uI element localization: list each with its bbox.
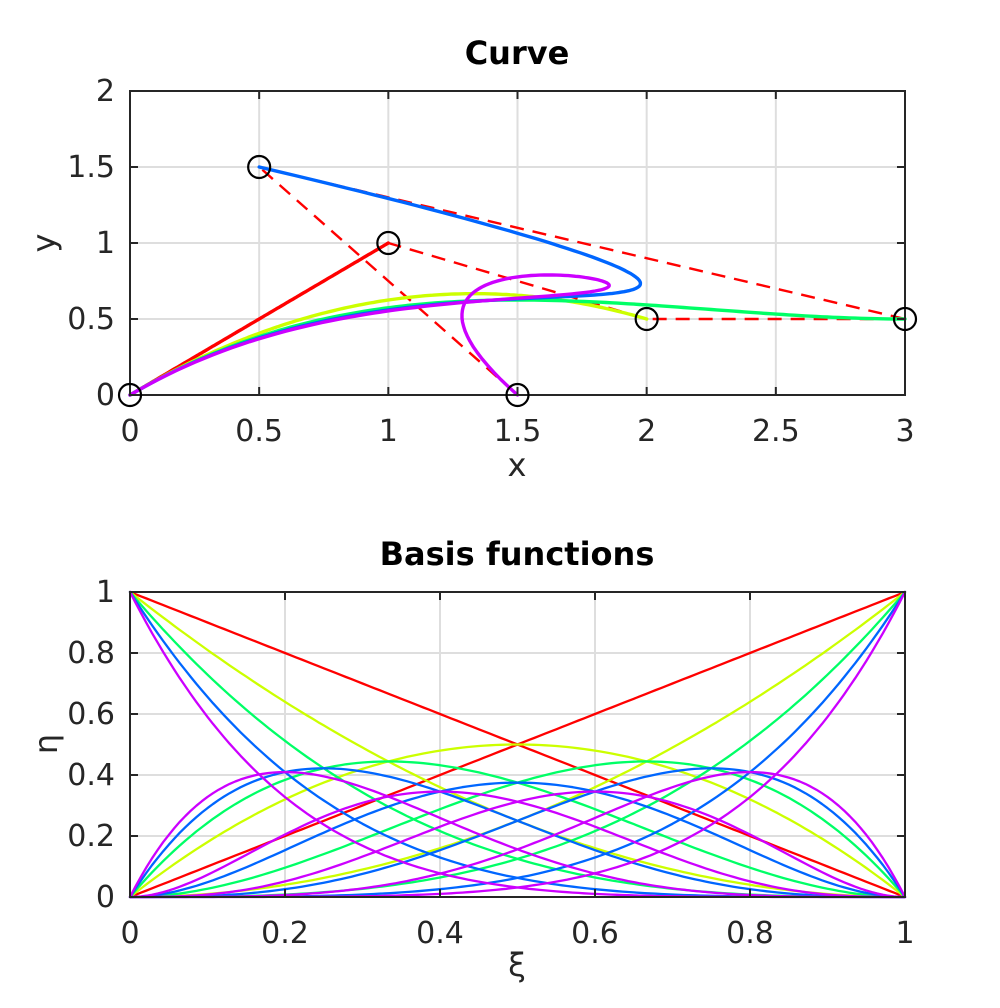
basis-chart-ylabel: η [27, 734, 65, 754]
x-tick-label: 0.5 [235, 414, 283, 449]
y-tick-label: 1 [96, 575, 115, 610]
x-tick-label: 3 [895, 414, 914, 449]
bernstein-basis-n5-i2 [128, 790, 907, 899]
y-tick-label: 0 [96, 378, 115, 413]
x-tick-label: 2.5 [752, 414, 800, 449]
basis-chart-xlabel: ξ [508, 946, 526, 984]
x-tick-label: 0 [120, 414, 139, 449]
x-tick-label: 1 [895, 916, 914, 951]
y-tick-label: 1 [96, 226, 115, 261]
basis-functions-chart: 0 0.2 0.4 0.6 0.8 1 0 0.2 0.4 0.6 0.8 1 [67, 575, 914, 951]
y-tick-label: 2 [96, 74, 115, 109]
y-tick-label: 0.4 [67, 758, 115, 793]
curve-chart-xlabel: x [508, 446, 527, 484]
curve-chart: 0 0.5 1 1.5 2 2.5 3 0 0.5 1 1.5 2 [67, 74, 918, 449]
control-point-marker [376, 230, 401, 256]
bernstein-basis-n2-i1 [128, 743, 907, 899]
control-point-marker [247, 154, 272, 180]
basis-chart-title: Basis functions [380, 535, 655, 573]
x-tick-label: 0 [120, 916, 139, 951]
control-point-marker [117, 382, 143, 408]
x-tick-label: 1.5 [494, 414, 542, 449]
x-tick-label: 0.6 [571, 916, 619, 951]
x-tick-label: 0.2 [261, 916, 309, 951]
y-tick-label: 1.5 [67, 150, 115, 185]
bernstein-basis-n4-i3 [128, 767, 907, 899]
curve-chart-title: Curve [465, 34, 570, 72]
y-tick-label: 0.6 [67, 697, 115, 732]
y-tick-label: 0.8 [67, 636, 115, 671]
axes-box [129, 591, 906, 898]
control-point-marker [505, 382, 530, 408]
x-tick-label: 2 [637, 414, 656, 449]
bernstein-basis-n5-i3 [128, 790, 907, 899]
bezier-curve-degree-5 [128, 273, 611, 397]
bernstein-basis-n4-i2 [128, 781, 907, 899]
x-tick-label: 0.4 [416, 916, 464, 951]
y-tick-label: 0.5 [67, 302, 115, 337]
y-tick-label: 0.2 [67, 819, 115, 854]
control-point-marker [892, 306, 918, 332]
x-tick-label: 0.8 [726, 916, 774, 951]
control-polygon [129, 165, 906, 397]
curve-chart-ylabel: y [25, 234, 63, 253]
x-tick-label: 1 [379, 414, 398, 449]
y-tick-label: 0 [96, 880, 115, 915]
bezier-curve-degree-4 [128, 165, 643, 397]
control-point-marker [634, 306, 659, 332]
